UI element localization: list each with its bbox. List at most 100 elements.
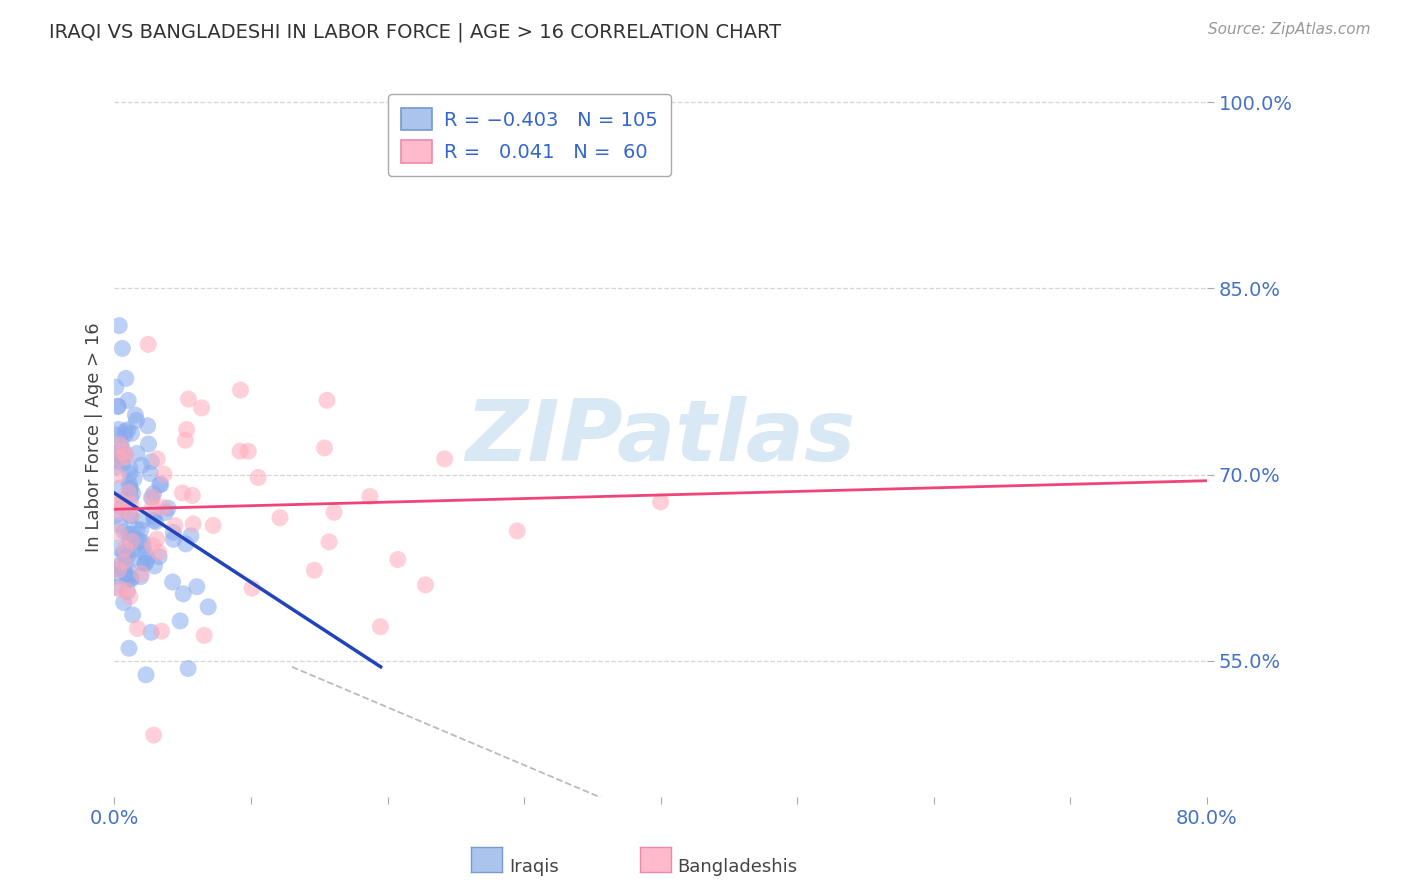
- Point: [111, 456, 134, 470]
- Point: [162, 525, 184, 540]
- Point: [387, 552, 409, 566]
- Point: [316, 393, 339, 408]
- Point: [240, 581, 263, 595]
- Point: [163, 518, 186, 533]
- Point: [117, 584, 139, 599]
- Point: [105, 428, 128, 442]
- Point: [146, 451, 169, 466]
- Point: [121, 541, 143, 556]
- Point: [120, 572, 142, 586]
- Point: [359, 490, 381, 504]
- Point: [125, 413, 148, 427]
- Point: [142, 728, 165, 742]
- Point: [650, 495, 672, 509]
- Point: [108, 451, 131, 466]
- Point: [157, 501, 180, 516]
- Point: [202, 518, 225, 533]
- Point: [112, 493, 135, 508]
- Point: [120, 491, 142, 505]
- Point: [238, 444, 260, 458]
- Point: [112, 596, 135, 610]
- Point: [121, 607, 143, 622]
- Point: [172, 587, 194, 601]
- Point: [114, 425, 136, 439]
- Point: [125, 446, 148, 460]
- Point: [120, 498, 142, 512]
- Point: [107, 541, 129, 555]
- Point: [122, 472, 145, 486]
- Point: [115, 583, 138, 598]
- Point: [104, 508, 127, 523]
- Point: [146, 532, 169, 546]
- Point: [169, 614, 191, 628]
- Point: [141, 490, 163, 504]
- Text: Iraqis: Iraqis: [509, 858, 558, 876]
- Point: [181, 488, 204, 502]
- Point: [107, 399, 129, 413]
- Point: [141, 500, 163, 515]
- Point: [112, 445, 135, 459]
- Point: [104, 380, 127, 394]
- Point: [120, 482, 142, 496]
- Point: [118, 476, 141, 491]
- Point: [114, 557, 136, 571]
- Point: [174, 537, 197, 551]
- Point: [125, 523, 148, 537]
- Point: [105, 460, 128, 475]
- Point: [104, 581, 127, 595]
- Point: [114, 550, 136, 565]
- Point: [149, 477, 172, 491]
- Point: [118, 590, 141, 604]
- Point: [105, 454, 128, 468]
- Point: [197, 599, 219, 614]
- Point: [229, 383, 252, 397]
- Y-axis label: In Labor Force | Age > 16: In Labor Force | Age > 16: [86, 323, 103, 552]
- Point: [108, 318, 131, 333]
- Point: [117, 549, 139, 563]
- Point: [174, 434, 197, 448]
- Point: [120, 507, 142, 521]
- Point: [149, 477, 172, 491]
- Point: [162, 533, 184, 547]
- Point: [172, 486, 194, 500]
- Point: [114, 427, 136, 442]
- Point: [193, 628, 215, 642]
- Point: [107, 468, 129, 483]
- Legend: R = −0.403   N = 105, R =   0.041   N =  60: R = −0.403 N = 105, R = 0.041 N = 60: [388, 95, 672, 177]
- Point: [111, 442, 134, 456]
- Point: [148, 549, 170, 564]
- Point: [124, 408, 146, 422]
- Point: [181, 516, 204, 531]
- Point: [131, 535, 153, 549]
- Point: [136, 337, 159, 351]
- Point: [105, 498, 128, 512]
- Point: [162, 575, 184, 590]
- Point: [117, 423, 139, 437]
- Point: [139, 625, 162, 640]
- Point: [323, 505, 346, 519]
- Point: [107, 400, 129, 414]
- Point: [247, 470, 270, 484]
- Point: [108, 446, 131, 460]
- Point: [506, 524, 529, 538]
- Point: [115, 371, 138, 385]
- Point: [118, 641, 141, 656]
- Point: [177, 661, 200, 675]
- Point: [121, 527, 143, 541]
- Point: [121, 486, 143, 500]
- Point: [117, 572, 139, 586]
- Point: [131, 556, 153, 570]
- Point: [415, 578, 437, 592]
- Point: [103, 569, 125, 583]
- Point: [110, 495, 132, 509]
- Point: [105, 562, 128, 576]
- Point: [180, 529, 202, 543]
- Point: [141, 455, 163, 469]
- Point: [129, 569, 152, 583]
- Point: [142, 486, 165, 500]
- Point: [111, 342, 134, 356]
- Point: [121, 426, 143, 441]
- Point: [118, 508, 141, 522]
- Point: [108, 437, 131, 451]
- Point: [112, 563, 135, 577]
